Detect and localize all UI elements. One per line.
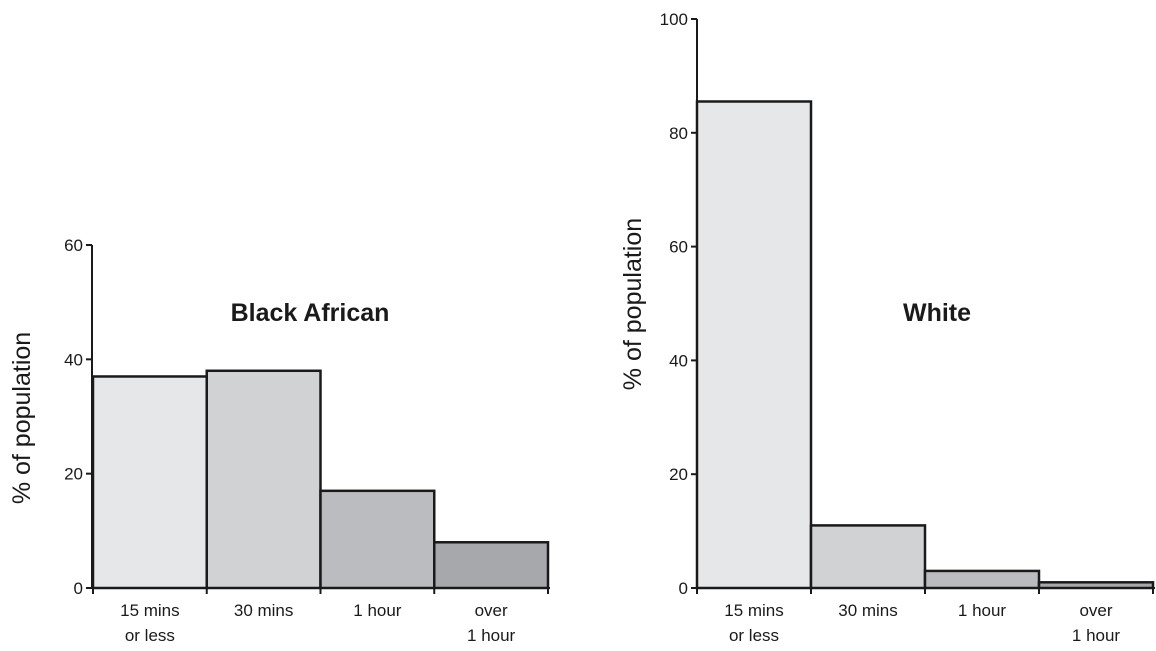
black-african-chart: 0 20 40 60 15 mins or less 30 mins 1 hour over 1 … [8, 236, 550, 645]
y-tick-label: 40 [64, 350, 83, 369]
y-axis-title: % of population [619, 218, 647, 390]
y-tick-label: 20 [669, 465, 688, 484]
category-label: or less [125, 626, 175, 645]
category-label: over [1079, 601, 1112, 620]
category-label: 15 mins [724, 601, 784, 620]
bar-1 [809, 524, 927, 590]
y-tick-label: 100 [660, 10, 688, 29]
y-tick-label: 0 [679, 579, 688, 598]
y-tick-label: 20 [64, 465, 83, 484]
category-label: 1 hour [353, 601, 402, 620]
bar-2 [923, 569, 1041, 590]
y-tick-label: 40 [669, 351, 688, 370]
y-tick-label: 0 [74, 579, 83, 598]
chart-title: Black African [231, 299, 390, 327]
white-chart: 0 20 40 60 80 100 15 mins or less 30 mins 1 hour o… [619, 10, 1155, 645]
bar-3 [433, 541, 550, 590]
category-label: 15 mins [120, 601, 180, 620]
category-label: 1 hour [958, 601, 1007, 620]
bar-0 [91, 375, 208, 590]
chart-title: White [903, 299, 971, 327]
category-label: over [475, 601, 508, 620]
category-label: 1 hour [467, 626, 516, 645]
category-label: 1 hour [1072, 626, 1121, 645]
category-label: or less [729, 626, 779, 645]
y-axis-title: % of population [8, 332, 36, 504]
bar-1 [205, 369, 322, 590]
bar-0 [695, 100, 813, 590]
y-tick-label: 60 [669, 238, 688, 257]
y-tick-label: 60 [64, 236, 83, 255]
category-label: 30 mins [234, 601, 294, 620]
y-tick-label: 80 [669, 124, 688, 143]
bar-2 [319, 489, 436, 590]
category-label: 30 mins [838, 601, 898, 620]
